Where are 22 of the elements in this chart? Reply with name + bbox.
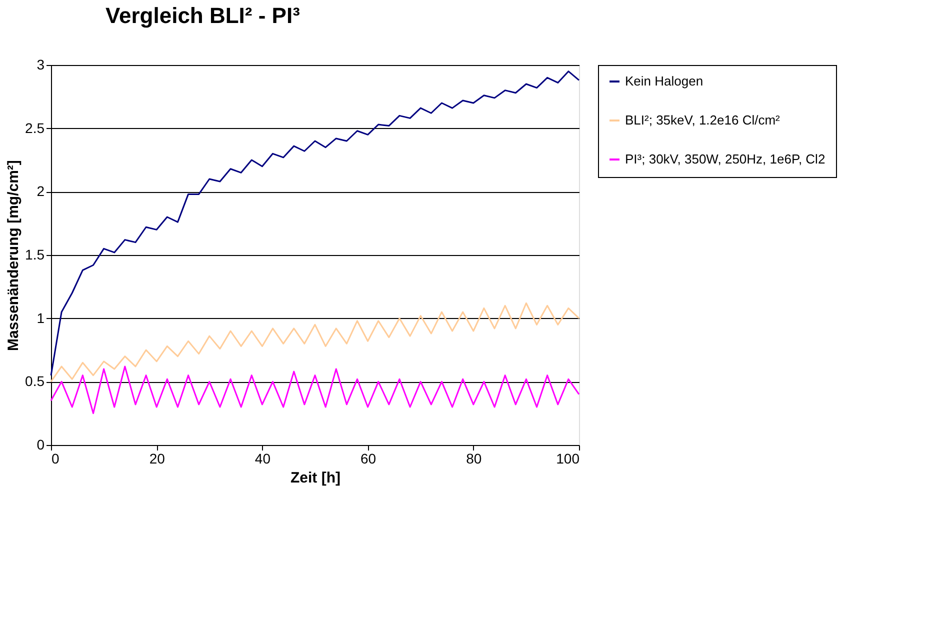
- y-tick-label: 2.5: [25, 120, 45, 136]
- y-axis-title: Massenänderung [mg/cm²]: [5, 160, 22, 351]
- y-tick-label: 2: [36, 183, 45, 200]
- x-tick-label: 60: [360, 450, 376, 466]
- y-tick-label: 0: [36, 436, 45, 452]
- x-tick-label: 100: [556, 450, 580, 466]
- x-tick-label: 0: [52, 450, 60, 466]
- line-series: [50, 70, 580, 376]
- x-tick-label: 80: [466, 450, 482, 466]
- line-series: [50, 302, 580, 382]
- legend-label: PI³; 30kV, 350W, 250Hz, 1e6P, Cl2: [625, 152, 826, 166]
- x-tick-label: 20: [149, 450, 166, 466]
- legend-label: BLI²; 35keV, 1.2e16 Cl/cm²: [625, 112, 781, 128]
- y-tick-label: 1: [36, 310, 45, 326]
- legend-label: Kein Halogen: [625, 74, 704, 88]
- y-tick-label: 0.5: [25, 373, 45, 390]
- chart-title: Vergleich BLI² - PI³: [106, 3, 300, 28]
- y-tick-label: 3: [36, 56, 45, 72]
- y-tick-label: 1.5: [25, 246, 45, 262]
- line-series: [50, 366, 580, 414]
- x-tick-label: 40: [254, 450, 271, 466]
- x-axis-title: Zeit [h]: [290, 470, 340, 486]
